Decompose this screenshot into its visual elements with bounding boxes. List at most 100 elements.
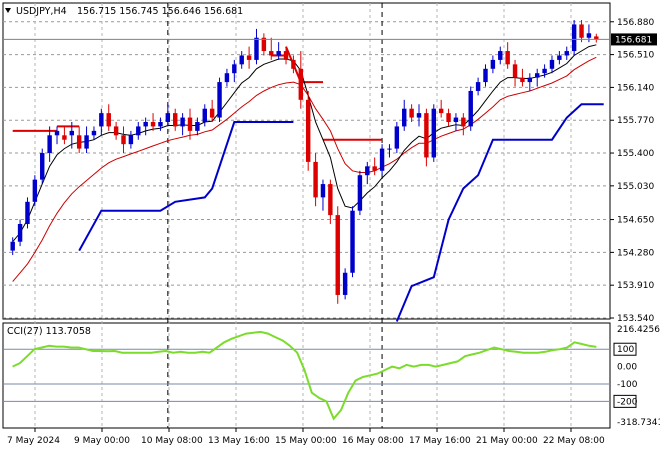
candle-body (187, 117, 193, 131)
symbol-arrow-icon (5, 8, 11, 13)
candle-body (586, 33, 592, 38)
candle-body (328, 184, 333, 216)
moving-averages (12, 44, 597, 282)
candle-body (209, 108, 215, 118)
candle-body (17, 223, 23, 242)
time-tick-label: 16 May 08:00 (342, 436, 404, 446)
cci-axis: 216.4256 100 0.00 -100 -200 -318.7341 (613, 325, 660, 428)
candle-body (416, 113, 422, 118)
candle-body (557, 55, 562, 60)
cci-tick-label: -200 (617, 397, 638, 407)
candle-body (387, 148, 392, 150)
candle-body (106, 113, 111, 127)
candle-body (505, 51, 510, 65)
current-price-label: 156.681 (615, 35, 652, 45)
candle-body (276, 51, 281, 56)
candle-body (461, 117, 466, 127)
candle-body (165, 113, 171, 122)
candle-body (409, 108, 414, 118)
candle-body (483, 68, 488, 83)
symbol-label: USDJPY,H4 (16, 6, 67, 17)
candle-body (453, 117, 459, 122)
time-tick-label: 7 May 2024 (7, 436, 60, 446)
reference-lines (167, 3, 383, 428)
price-tick-label: 154.280 (617, 248, 654, 258)
candle-body (91, 130, 97, 136)
candle-body (394, 126, 400, 149)
candle-body (158, 121, 163, 127)
support-line (395, 103, 604, 322)
ma-slow-line (12, 56, 597, 282)
candle-body (320, 184, 326, 198)
candle-body (357, 175, 363, 211)
price-tick-label: 155.030 (617, 182, 654, 192)
candle-body (424, 113, 429, 158)
time-tick-label: 15 May 00:00 (275, 436, 337, 446)
candle-body (84, 135, 89, 149)
candle-body (62, 135, 67, 140)
candle-body (217, 82, 222, 118)
grid-layer (3, 3, 610, 428)
candle-body (468, 90, 473, 127)
candle-body (372, 166, 377, 171)
candle-body (571, 24, 577, 52)
candle-body (10, 241, 15, 251)
candle-body (431, 108, 436, 158)
candle-body (113, 126, 119, 136)
time-tick-label: 9 May 00:00 (74, 436, 130, 446)
candle-body (335, 215, 340, 295)
price-tick-label: 156.510 (617, 51, 654, 61)
candle-body (579, 24, 584, 38)
ohlc-label: 156.715 156.745 156.646 156.681 (77, 6, 243, 17)
candle-body (261, 37, 267, 52)
cci-tick-label: -318.7341 (617, 418, 660, 428)
candle-body (475, 82, 481, 91)
candle-body (143, 121, 148, 127)
candle-body (40, 153, 45, 180)
candle-body (298, 68, 304, 100)
cci-tick-label: 216.4256 (617, 325, 660, 335)
candle-body (54, 130, 60, 136)
price-tick-label: 156.140 (617, 83, 654, 93)
candle-body (446, 113, 451, 122)
candle-body (25, 201, 30, 224)
candle-body (254, 37, 259, 60)
candle-body (173, 113, 178, 127)
price-tick-label: 155.400 (617, 149, 654, 159)
candle-body (269, 51, 274, 56)
candle-body (527, 77, 533, 83)
support-lines (78, 103, 604, 322)
candle-body (239, 55, 244, 65)
cci-tick-label: 100 (617, 345, 634, 355)
time-tick-label: 17 May 16:00 (409, 436, 471, 446)
candle-body (594, 36, 599, 40)
time-tick-label: 10 May 08:00 (141, 436, 203, 446)
candle-body (180, 117, 185, 127)
candle-body (490, 59, 496, 69)
price-tick-label: 153.540 (617, 314, 654, 324)
cci-tick-box (613, 394, 637, 408)
candle-body (549, 59, 555, 69)
price-tick-label: 154.650 (617, 216, 654, 226)
candle-body (121, 135, 126, 145)
candle-body (47, 135, 52, 154)
candle-body (498, 51, 503, 60)
candle-body (232, 64, 237, 74)
candle-body (224, 73, 230, 83)
candle-body (365, 166, 370, 176)
candle-body (246, 55, 252, 60)
candle-body (99, 113, 104, 127)
support-line (78, 121, 294, 252)
candle-body (76, 135, 82, 149)
cci-tick-label: 0.00 (617, 363, 637, 373)
candle-body (402, 108, 407, 127)
candle-body (136, 126, 141, 136)
current-price-box (611, 33, 657, 46)
cci-tick-label: -100 (617, 380, 638, 390)
candle-body (342, 272, 348, 295)
price-tick-label: 156.880 (617, 18, 654, 28)
candle-body (305, 99, 311, 162)
candle-body (313, 161, 318, 198)
time-tick-label: 22 May 08:00 (543, 436, 605, 446)
